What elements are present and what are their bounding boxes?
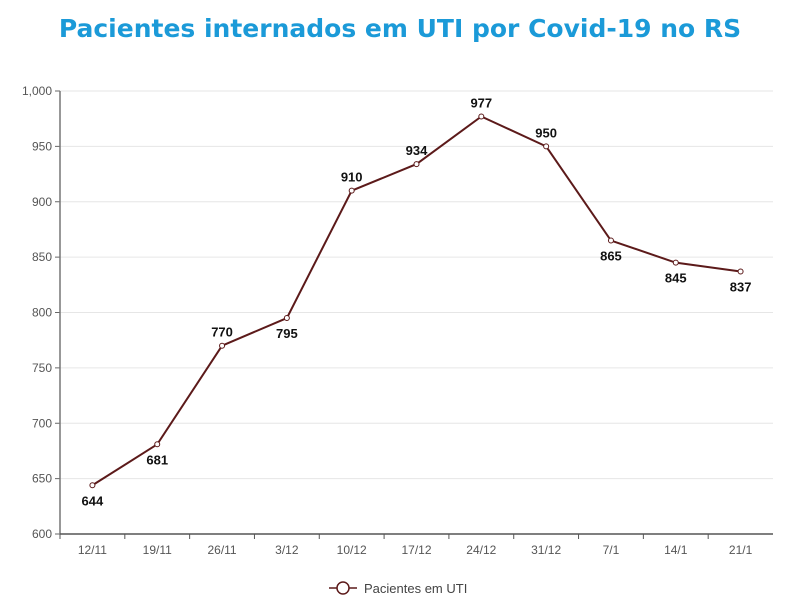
x-tick-label: 26/11 (207, 543, 236, 557)
x-tick-label: 7/1 (603, 543, 620, 557)
x-tick-label: 12/11 (78, 543, 107, 557)
data-label: 837 (730, 280, 752, 295)
data-point (89, 482, 96, 489)
data-label: 934 (406, 143, 428, 158)
y-tick-label: 600 (32, 527, 52, 541)
series-line (91, 115, 741, 487)
data-label: 910 (341, 170, 363, 185)
x-tick-label: 3/12 (275, 543, 299, 557)
y-tick-label: 900 (32, 195, 52, 209)
data-point (219, 342, 226, 349)
data-label: 644 (82, 493, 104, 508)
x-tick-label: 14/1 (664, 543, 688, 557)
legend-label: Pacientes em UTI (364, 581, 467, 596)
x-tick-label: 21/1 (729, 543, 753, 557)
y-tick-label: 1,000 (22, 84, 52, 98)
y-tick-label: 650 (32, 472, 52, 486)
x-tick-label: 10/12 (337, 543, 367, 557)
data-point (672, 259, 679, 266)
data-point (607, 237, 614, 244)
data-point (543, 143, 550, 150)
data-point (154, 441, 161, 448)
data-point (478, 113, 485, 120)
data-label: 681 (146, 452, 168, 467)
data-label: 770 (211, 325, 233, 340)
y-tick-label: 750 (32, 361, 52, 375)
legend-marker (336, 581, 350, 595)
data-label: 845 (665, 271, 687, 286)
data-point (283, 315, 290, 322)
x-tick-label: 31/12 (531, 543, 561, 557)
data-label: 950 (535, 125, 557, 140)
x-tick-label: 17/12 (401, 543, 431, 557)
data-point (348, 187, 355, 194)
data-point (413, 161, 420, 168)
x-tick-label: 24/12 (466, 543, 496, 557)
data-label: 865 (600, 249, 622, 264)
x-tick-label: 19/11 (143, 543, 172, 557)
data-label: 977 (470, 95, 492, 110)
data-point (737, 268, 744, 275)
y-tick-label: 800 (32, 306, 52, 320)
y-tick-label: 850 (32, 250, 52, 264)
y-tick-label: 950 (32, 139, 52, 153)
chart-title: Pacientes internados em UTI por Covid-19… (58, 14, 742, 43)
data-label: 795 (276, 326, 298, 341)
y-tick-label: 700 (32, 416, 52, 430)
